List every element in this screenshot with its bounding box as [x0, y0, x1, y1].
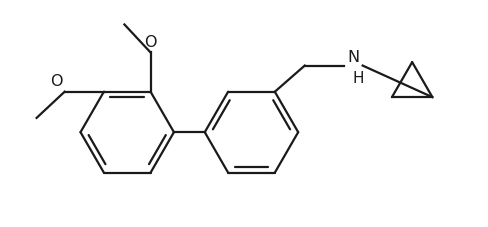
Text: O: O: [50, 74, 62, 89]
Text: H: H: [353, 71, 365, 86]
Text: O: O: [144, 35, 157, 50]
Text: N: N: [348, 50, 360, 65]
